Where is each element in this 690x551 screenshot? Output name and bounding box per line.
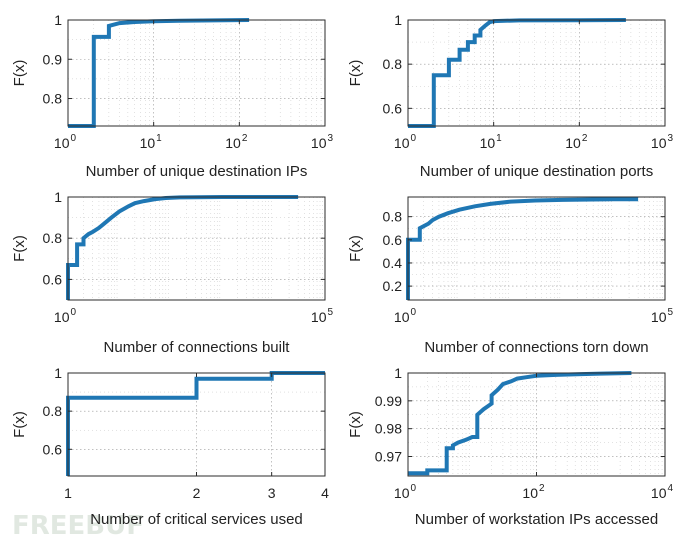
- x-axis-label: Number of unique destination IPs: [86, 163, 308, 180]
- x-axis-label: Number of critical services used: [90, 511, 303, 528]
- axes-box: [67, 196, 326, 301]
- y-tick-label: 0.98: [375, 421, 402, 437]
- panel-connections-built: 100 105 0.6 0.8 1 Number of connections built…: [11, 189, 334, 356]
- panel-unique-destination-ips: 100 101 102 103 0.8 0.9 1 Number of unique dest…: [11, 12, 334, 180]
- y-tick-label: 0.8: [383, 56, 403, 72]
- x-tick-label: 104: [651, 483, 674, 501]
- y-tick-label: 1: [54, 189, 62, 205]
- x-tick-label: 100: [54, 133, 77, 151]
- x-tick-label: 2: [193, 485, 201, 501]
- axes-box: [407, 19, 666, 127]
- x-tick-label: 100: [394, 133, 417, 151]
- x-tick-label: 4: [321, 485, 329, 501]
- y-tick-label: 1: [394, 365, 402, 381]
- y-tick-label: 0.4: [383, 255, 403, 271]
- x-axis-label: Number of connections torn down: [424, 339, 648, 356]
- x-tick-label: 103: [311, 133, 334, 151]
- x-tick-label: 101: [480, 133, 503, 151]
- x-tick-label: 102: [565, 133, 588, 151]
- y-tick-label: 0.99: [375, 393, 402, 409]
- y-tick-label: 0.9: [43, 51, 63, 67]
- cdf-series-line: [408, 371, 632, 476]
- y-tick-label: 0.6: [383, 232, 403, 248]
- y-tick-label: 0.8: [43, 230, 63, 246]
- x-axis-label: Number of connections built: [104, 339, 291, 356]
- cdf-series-line: [68, 18, 250, 128]
- y-tick-label: 0.6: [43, 271, 63, 287]
- y-tick-label: 1: [394, 12, 402, 28]
- x-tick-label: 100: [394, 307, 417, 325]
- x-axis-label: Number of unique destination ports: [420, 163, 653, 180]
- panel-critical-services-used: 1 2 3 4 0.6 0.8 1 Number of critical services u…: [11, 365, 329, 528]
- y-tick-label: 0.2: [383, 278, 403, 294]
- x-tick-label: 105: [311, 307, 334, 325]
- x-tick-label: 103: [651, 133, 674, 151]
- cdf-series-line: [406, 197, 639, 300]
- y-axis-label: F(x): [11, 411, 28, 438]
- panel-workstation-ips-accessed: 100 102 104 0.97 0.98 0.99 1 Number of workstat…: [347, 365, 674, 528]
- x-tick-label: 3: [268, 485, 276, 501]
- x-tick-label: 102: [522, 483, 545, 501]
- cdf-series-line: [408, 18, 626, 128]
- y-tick-label: 0.6: [43, 441, 63, 457]
- x-tick-label: 100: [394, 483, 417, 501]
- x-tick-label: 101: [140, 133, 163, 151]
- x-tick-label: 1: [64, 485, 72, 501]
- y-tick-label: 0.8: [43, 403, 63, 419]
- watermark: FREEBUF: [12, 511, 144, 541]
- y-axis-label: F(x): [11, 60, 28, 87]
- x-tick-label: 100: [54, 307, 77, 325]
- y-tick-label: 1: [54, 365, 62, 381]
- y-axis-label: F(x): [347, 60, 364, 87]
- axes-box: [407, 196, 666, 301]
- y-tick-label: 0.97: [375, 449, 402, 465]
- x-axis-label: Number of workstation IPs accessed: [415, 511, 658, 528]
- panel-unique-destination-ports: 100 101 102 103 0.6 0.8 1 Number of unique dest…: [347, 12, 674, 180]
- y-axis-label: F(x): [11, 235, 28, 262]
- x-tick-label: 102: [225, 133, 248, 151]
- y-tick-label: 0.8: [43, 91, 63, 107]
- y-tick-label: 1: [54, 12, 62, 28]
- y-tick-label: 0.8: [383, 209, 403, 225]
- x-tick-label: 105: [651, 307, 674, 325]
- axes-box: [67, 19, 326, 127]
- y-axis-label: F(x): [347, 235, 364, 262]
- cdf-series-line: [66, 371, 325, 476]
- cdf-series-line: [66, 195, 299, 300]
- panel-connections-torn-down: 100 105 0.2 0.4 0.6 0.8 Number of connections …: [347, 196, 674, 356]
- y-tick-label: 0.6: [383, 100, 403, 116]
- y-axis-label: F(x): [347, 411, 364, 438]
